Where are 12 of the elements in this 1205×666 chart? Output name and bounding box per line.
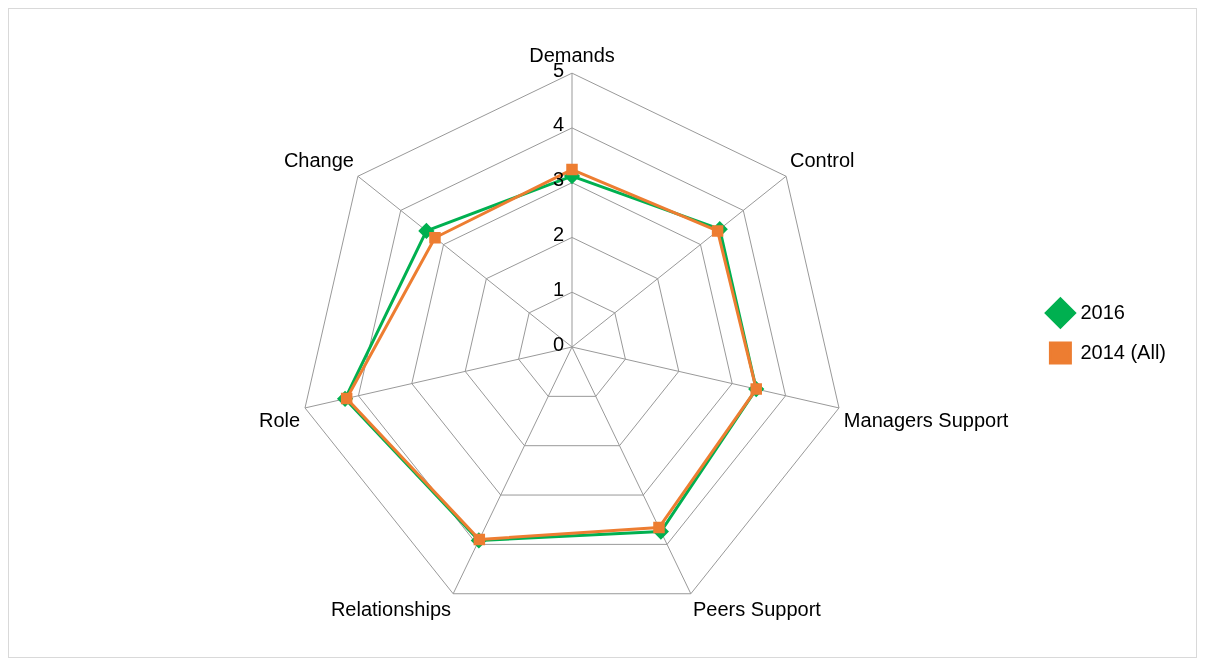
spoke-label: Change [283,148,354,171]
y-tick-label: 1 [552,277,564,300]
legend-label: 2016 [1080,300,1125,323]
spoke-label: Role [259,408,301,431]
spoke-label: Control [790,148,855,171]
y-tick-label: 0 [552,332,564,355]
y-tick-label: 2 [552,222,564,245]
spoke-label: Relationships [330,597,452,620]
spoke-label: Managers Support [843,408,1009,431]
y-tick-label: 4 [552,113,564,136]
spoke-label: Peers Support [692,597,822,620]
legend-label: 2014 (All) [1080,340,1167,363]
